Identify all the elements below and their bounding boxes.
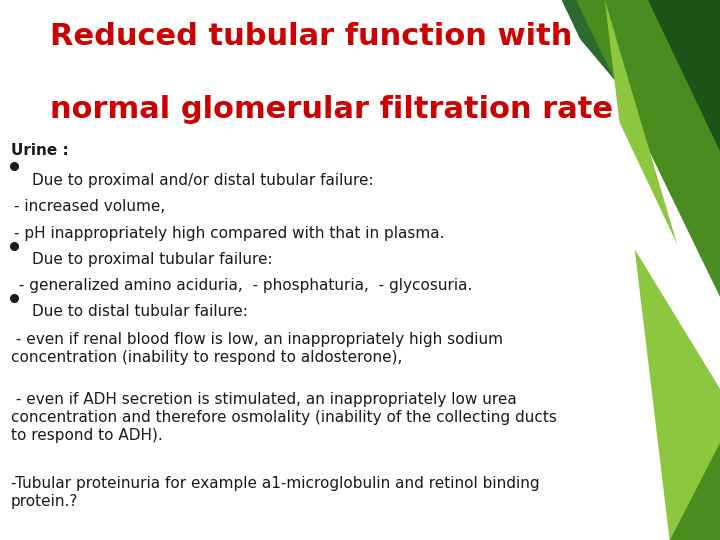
Text: -Tubular proteinuria for example a1-microglobulin and retinol binding
protein.?: -Tubular proteinuria for example a1-micr… — [11, 476, 539, 509]
Text: Reduced tubular function with: Reduced tubular function with — [50, 22, 573, 51]
Polygon shape — [482, 0, 720, 389]
Text: - even if renal blood flow is low, an inappropriately high sodium
concentration : - even if renal blood flow is low, an in… — [11, 332, 503, 365]
Text: Due to proximal and/or distal tubular failure:: Due to proximal and/or distal tubular fa… — [32, 173, 374, 188]
Polygon shape — [547, 0, 720, 205]
Text: - increased volume,: - increased volume, — [14, 199, 166, 214]
Text: normal glomerular filtration rate: normal glomerular filtration rate — [50, 94, 613, 124]
Text: - even if ADH secretion is stimulated, an inappropriately low urea
concentration: - even if ADH secretion is stimulated, a… — [11, 392, 557, 443]
Polygon shape — [605, 0, 720, 540]
Text: - generalized amino aciduria,  - phosphaturia,  - glycosuria.: - generalized amino aciduria, - phosphat… — [14, 278, 473, 293]
Polygon shape — [670, 443, 720, 540]
Text: Due to distal tubular failure:: Due to distal tubular failure: — [32, 304, 248, 319]
Text: Due to proximal tubular failure:: Due to proximal tubular failure: — [32, 252, 273, 267]
Text: - pH inappropriately high compared with that in plasma.: - pH inappropriately high compared with … — [14, 226, 445, 241]
Text: Urine :: Urine : — [11, 143, 68, 158]
Polygon shape — [648, 0, 720, 151]
Polygon shape — [576, 0, 720, 297]
